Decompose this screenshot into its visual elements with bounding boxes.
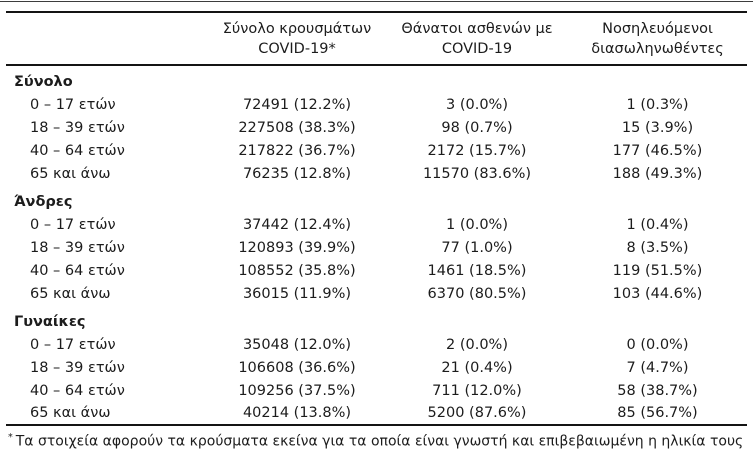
cases-value: 109256 (37.5%) [238,382,356,399]
deaths-value: 1461 (18.5%) [427,262,527,279]
age-label: 40 – 64 ετών [30,262,125,279]
column-header-deaths: Θάνατοι ασθενών με COVID-19 [386,12,568,66]
age-label: 18 – 39 ετών [30,239,125,256]
age-label: 40 – 64 ετών [30,382,125,399]
table-row: 40 – 64 ετών 217822 (36.7%) 2172 (15.7%)… [6,139,747,162]
group-label: Άνδρες [14,193,73,210]
intubated-value: 15 (3.9%) [621,119,694,136]
page-top-border [0,1,753,2]
cases-value: 37442 (12.4%) [242,216,352,233]
deaths-value: 6370 (80.5%) [427,285,527,302]
deaths-value: 21 (0.4%) [441,359,513,376]
table-row: 65 και άνω 76235 (12.8%) 11570 (83.6%) 1… [6,162,747,185]
table-row: 0 – 17 ετών 72491 (12.2%) 3 (0.0%) 1 (0.… [6,93,747,116]
covid-age-sex-table: Σύνολο κρουσμάτων COVID-19* Θάνατοι ασθε… [6,11,747,426]
age-label: 18 – 39 ετών [30,119,125,136]
age-label: 0 – 17 ετών [30,336,116,353]
intubated-value: 177 (46.5%) [612,142,703,159]
intubated-value: 85 (56.7%) [617,405,698,421]
intubated-value: 1 (0.3%) [626,96,689,113]
table-row: 65 και άνω 36015 (11.9%) 6370 (80.5%) 10… [6,282,747,305]
deaths-value: 1 (0.0%) [446,216,508,233]
table-row: 0 – 17 ετών 35048 (12.0%) 2 (0.0%) 0 (0.… [6,333,747,356]
intubated-value: 0 (0.0%) [626,336,689,353]
column-header-intubated: Νοσηλευόμενοι διασωληνωθέντες [568,12,747,66]
footnote-text: Τα στοιχεία αφορούν τα κρούσματα εκείνα … [15,433,744,450]
table-row: 18 – 39 ετών 120893 (39.9%) 77 (1.0%) 8 … [6,236,747,259]
group-header-men: Άνδρες [6,185,747,213]
column-header-deaths-line1: Θάνατοι ασθενών με [401,21,553,37]
table-row: 0 – 17 ετών 37442 (12.4%) 1 (0.0%) 1 (0.… [6,213,747,236]
deaths-value: 11570 (83.6%) [422,165,532,182]
deaths-value: 2172 (15.7%) [427,142,527,159]
column-header-deaths-line2: COVID-19 [441,41,513,57]
intubated-value: 188 (49.3%) [612,165,703,182]
group-label: Γυναίκες [14,313,86,330]
deaths-value: 711 (12.0%) [432,382,522,399]
footnote: * Τα στοιχεία αφορούν τα κρούσματα εκείνα… [8,428,748,452]
age-label: 0 – 17 ετών [30,216,116,233]
column-header-intubated-line2: διασωληνωθέντες [591,41,724,57]
table-row: 40 – 64 ετών 109256 (37.5%) 711 (12.0%) … [6,379,747,402]
column-header-cases-line1: Σύνολο κρουσμάτων [222,21,372,37]
deaths-value: 2 (0.0%) [446,336,508,353]
cases-value: 76235 (12.8%) [242,165,352,182]
table-row: 40 – 64 ετών 108552 (35.8%) 1461 (18.5%)… [6,259,747,282]
column-header-cases-line2: COVID-19* [258,41,336,57]
intubated-value: 119 (51.5%) [612,262,703,279]
deaths-value: 98 (0.7%) [441,119,513,136]
age-label: 65 και άνω [30,285,111,302]
group-header-total: Σύνολο [6,65,747,93]
cases-value: 40214 (13.8%) [242,405,352,421]
intubated-value: 7 (4.7%) [626,359,689,376]
cases-value: 217822 (36.7%) [238,142,356,159]
footnote-marker: * [8,432,13,443]
cases-value: 106608 (36.6%) [238,359,356,376]
column-header-empty [6,12,208,66]
table-header: Σύνολο κρουσμάτων COVID-19* Θάνατοι ασθε… [6,12,747,66]
cases-value: 120893 (39.9%) [238,239,356,256]
intubated-value: 103 (44.6%) [612,285,703,302]
age-label: 0 – 17 ετών [30,96,116,113]
column-header-cases: Σύνολο κρουσμάτων COVID-19* [208,12,386,66]
cases-value: 36015 (11.9%) [242,285,352,302]
group-label: Σύνολο [14,74,73,90]
deaths-value: 5200 (87.6%) [427,405,527,421]
column-header-intubated-line1: Νοσηλευόμενοι [602,21,713,37]
age-label: 40 – 64 ετών [30,142,125,159]
intubated-value: 1 (0.4%) [626,216,689,233]
table-row: 18 – 39 ετών 227508 (38.3%) 98 (0.7%) 15… [6,116,747,139]
table-row: 18 – 39 ετών 106608 (36.6%) 21 (0.4%) 7 … [6,356,747,379]
intubated-value: 58 (38.7%) [617,382,698,399]
age-label: 18 – 39 ετών [30,359,125,376]
cases-value: 108552 (35.8%) [238,262,356,279]
table-body: Σύνολο 0 – 17 ετών 72491 (12.2%) 3 (0.0%… [6,65,747,425]
group-header-women: Γυναίκες [6,305,747,333]
deaths-value: 77 (1.0%) [441,239,513,256]
intubated-value: 8 (3.5%) [626,239,689,256]
age-label: 65 και άνω [30,405,111,421]
cases-value: 72491 (12.2%) [242,96,352,113]
cases-value: 35048 (12.0%) [242,336,352,353]
age-label: 65 και άνω [30,165,111,182]
cases-value: 227508 (38.3%) [238,119,356,136]
deaths-value: 3 (0.0%) [446,96,508,113]
table-row: 65 και άνω 40214 (13.8%) 5200 (87.6%) 85… [6,402,747,425]
